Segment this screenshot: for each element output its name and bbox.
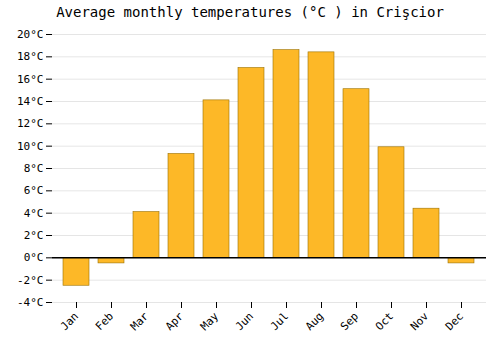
svg-text:2°C: 2°C: [24, 229, 44, 242]
svg-text:May: May: [198, 309, 222, 333]
svg-text:-4°C: -4°C: [17, 296, 44, 309]
svg-text:16°C: 16°C: [17, 73, 44, 86]
svg-text:Feb: Feb: [93, 310, 116, 333]
svg-text:Sep: Sep: [338, 310, 361, 333]
svg-text:18°C: 18°C: [17, 50, 44, 63]
svg-text:10°C: 10°C: [17, 140, 44, 153]
svg-text:Jun: Jun: [233, 310, 256, 333]
svg-text:4°C: 4°C: [24, 207, 44, 220]
svg-text:12°C: 12°C: [17, 117, 44, 130]
html-text:Average monthly temperatures (: Average monthly temperatures (°C ) in Cr…: [56, 4, 444, 20]
svg-text:8°C: 8°C: [24, 162, 44, 175]
svg-text:-2°C: -2°C: [17, 274, 44, 287]
svg-text:Oct: Oct: [373, 310, 396, 333]
svg-text:Apr: Apr: [163, 309, 187, 333]
svg-text:Dec: Dec: [443, 310, 466, 333]
svg-text:6°C: 6°C: [24, 184, 44, 197]
svg-text:Jul: Jul: [268, 310, 291, 333]
svg-text:Nov: Nov: [408, 309, 432, 333]
svg-text:Aug: Aug: [303, 310, 326, 333]
svg-text:0°C: 0°C: [24, 251, 44, 264]
svg-text:14°C: 14°C: [17, 95, 44, 108]
svg-text:Jan: Jan: [58, 310, 81, 333]
svg-text:Mar: Mar: [128, 309, 152, 333]
svg-text:20°C: 20°C: [17, 28, 44, 41]
